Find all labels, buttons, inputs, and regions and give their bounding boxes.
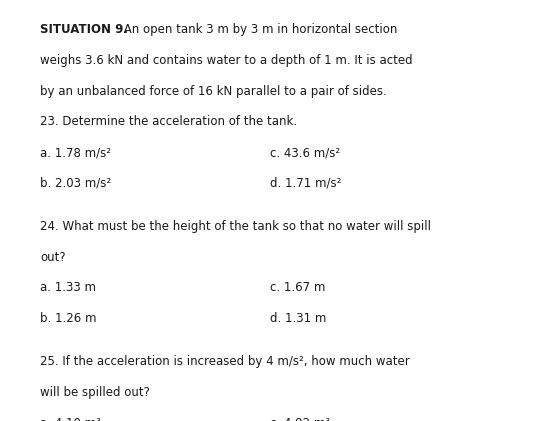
Text: c. 4.92 m³: c. 4.92 m³ <box>270 416 330 421</box>
Text: SITUATION 9.: SITUATION 9. <box>40 23 129 36</box>
Text: b. 2.03 m/s²: b. 2.03 m/s² <box>40 177 112 190</box>
Text: b. 1.26 m: b. 1.26 m <box>40 312 97 325</box>
Text: c. 1.67 m: c. 1.67 m <box>270 281 326 294</box>
Text: 23. Determine the acceleration of the tank.: 23. Determine the acceleration of the ta… <box>40 115 298 128</box>
Text: 25. If the acceleration is increased by 4 m/s², how much water: 25. If the acceleration is increased by … <box>40 355 410 368</box>
Text: by an unbalanced force of 16 kN parallel to a pair of sides.: by an unbalanced force of 16 kN parallel… <box>40 85 387 98</box>
Text: a. 1.78 m/s²: a. 1.78 m/s² <box>40 146 111 159</box>
Text: d. 1.71 m/s²: d. 1.71 m/s² <box>270 177 341 190</box>
Text: a. 1.33 m: a. 1.33 m <box>40 281 97 294</box>
Text: c. 43.6 m/s²: c. 43.6 m/s² <box>270 146 340 159</box>
Text: will be spilled out?: will be spilled out? <box>40 386 150 399</box>
Text: out?: out? <box>40 250 66 264</box>
Text: weighs 3.6 kN and contains water to a depth of 1 m. It is acted: weighs 3.6 kN and contains water to a de… <box>40 54 413 67</box>
Text: 24. What must be the height of the tank so that no water will spill: 24. What must be the height of the tank … <box>40 220 431 233</box>
Text: An open tank 3 m by 3 m in horizontal section: An open tank 3 m by 3 m in horizontal se… <box>120 23 398 36</box>
Text: d. 1.31 m: d. 1.31 m <box>270 312 326 325</box>
Text: a. 4.10 m³: a. 4.10 m³ <box>40 416 102 421</box>
